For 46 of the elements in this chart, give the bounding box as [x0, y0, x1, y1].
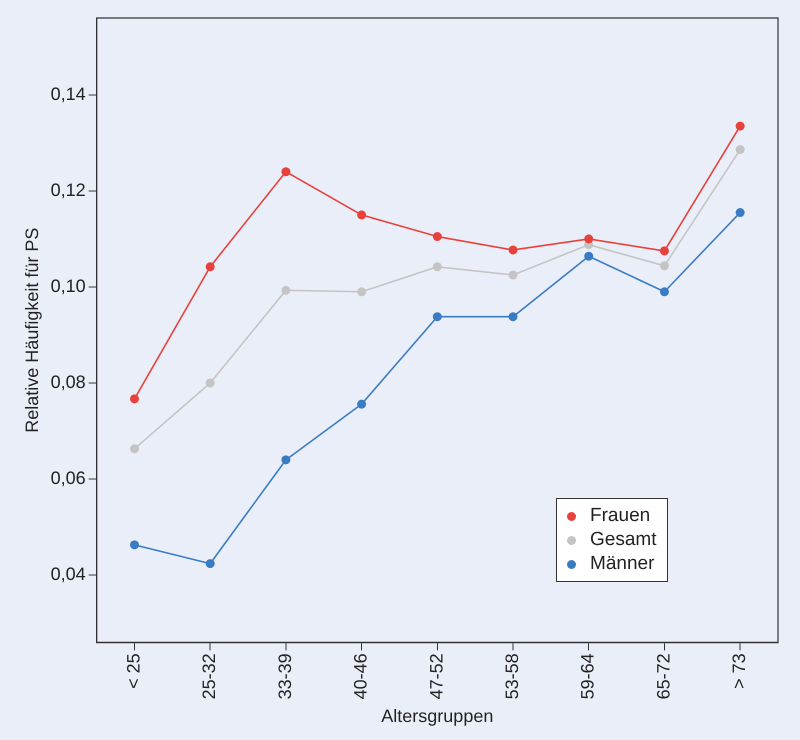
point — [130, 540, 139, 550]
point — [206, 262, 215, 272]
point — [281, 455, 290, 464]
point — [736, 208, 745, 218]
point — [281, 167, 290, 176]
y-tick-label: 0,04 — [50, 564, 86, 584]
point — [660, 261, 669, 270]
x-tick-label: > 73 — [729, 653, 750, 689]
x-tick-label: < 25 — [123, 653, 144, 689]
y-tick-label: 0,10 — [50, 276, 86, 296]
x-tick-label: 33-39 — [274, 653, 295, 700]
y-tick-label: 0,08 — [50, 372, 86, 392]
point — [508, 245, 518, 254]
point — [206, 559, 215, 568]
x-tick-label: 47-52 — [426, 653, 446, 700]
point — [357, 400, 366, 409]
point — [432, 312, 442, 322]
x-tick-label: 53-58 — [502, 653, 522, 700]
x-tick-label: 59-64 — [578, 653, 598, 700]
x-tick-label: 65-72 — [653, 653, 674, 700]
point — [432, 232, 442, 242]
x-tick-label: 40-46 — [350, 653, 371, 700]
y-axis-title: Relative Häufigkeit für PS — [22, 228, 42, 433]
point — [432, 262, 442, 272]
point — [736, 145, 745, 154]
legend-label: Männer — [590, 553, 654, 576]
point — [281, 286, 290, 295]
point — [660, 287, 669, 296]
point — [357, 287, 366, 296]
x-axis-title: Altersgruppen — [381, 706, 494, 726]
y-tick-label: 0,14 — [50, 84, 86, 104]
legend-label: Gesamt — [590, 529, 657, 552]
y-tick-label: 0,06 — [50, 468, 86, 488]
legend-label: Frauen — [590, 505, 650, 528]
point — [584, 252, 594, 261]
point — [130, 394, 139, 404]
point — [130, 444, 139, 454]
point — [206, 378, 215, 388]
point — [736, 122, 745, 131]
point — [660, 246, 669, 256]
point — [508, 312, 518, 322]
y-tick-label: 0,12 — [50, 180, 86, 200]
point — [508, 270, 518, 280]
point — [584, 234, 594, 244]
x-tick-label: 25-32 — [199, 653, 220, 700]
point — [357, 210, 366, 220]
